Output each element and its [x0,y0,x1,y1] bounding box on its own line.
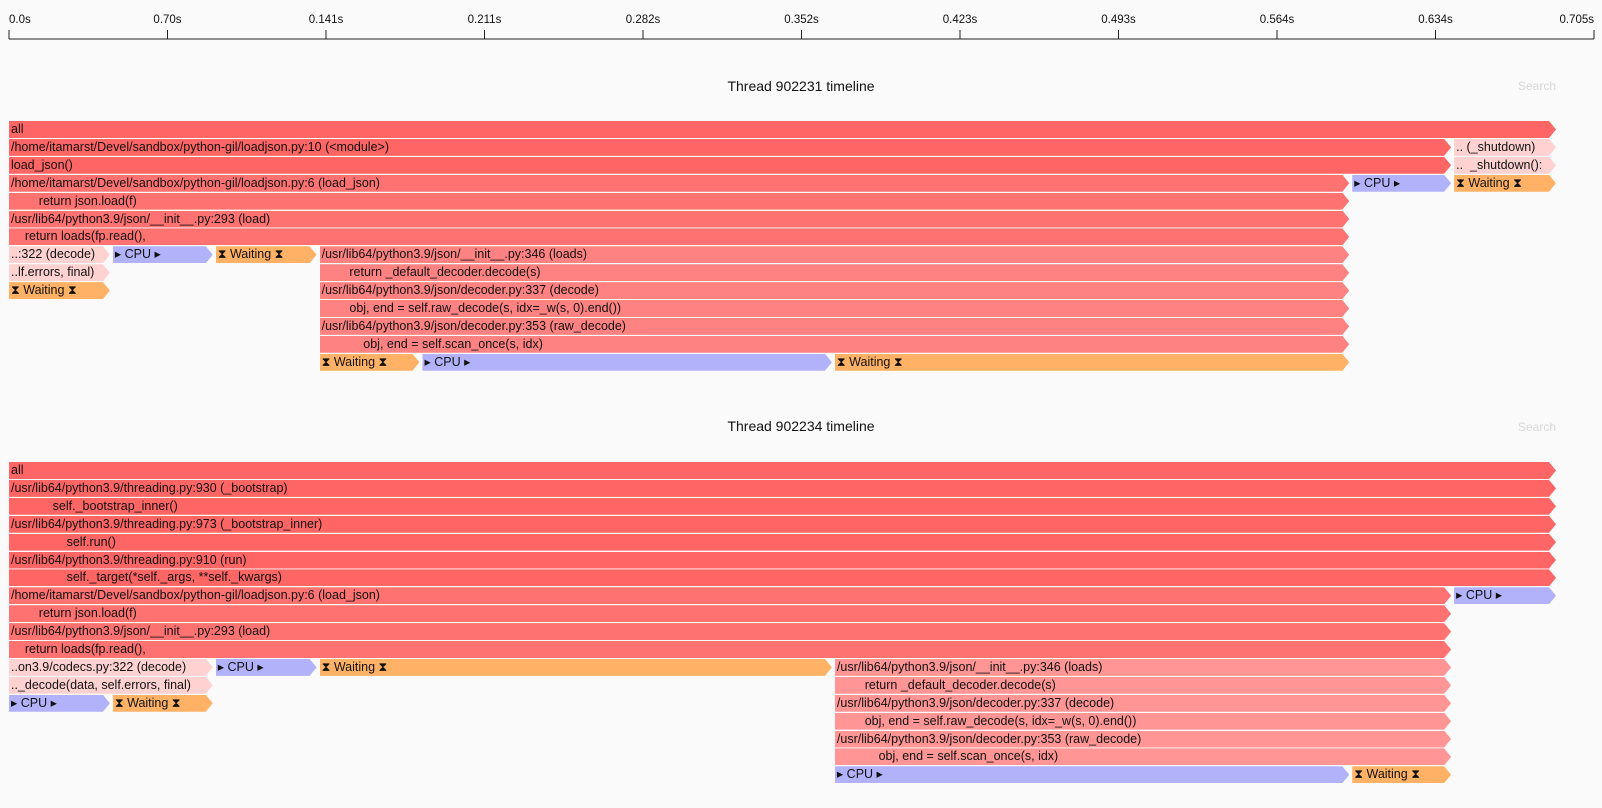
axis-tick-label: 0.423s [943,14,978,26]
flame-frame[interactable]: ▸ CPU ▸ [1352,175,1451,192]
flame-frame[interactable]: ⧗ Waiting ⧗ [216,246,317,263]
flame-frame[interactable]: /home/itamarst/Devel/sandbox/python-gil/… [9,587,1451,604]
flame-frame[interactable]: all [9,462,1556,479]
flame-frame[interactable]: ⧗ Waiting ⧗ [835,354,1349,371]
flame-frame[interactable]: obj, end = self.raw_decode(s, idx=_w(s, … [320,300,1350,317]
axis-tick-label: 0.211s [468,14,502,26]
flame-frame[interactable]: ▸ CPU ▸ [835,766,1349,783]
flame-frame[interactable]: ▸ CPU ▸ [1454,587,1556,604]
flame-frame[interactable]: return json.load(f) [9,605,1451,622]
time-axis-ticks: 0.0s 0.70s 0.141s 0.211s 0.282s 0.352s 0.423s 0… [8,14,1595,39]
flame-frame[interactable]: return _default_decoder.decode(s) [320,264,1350,281]
flame-frame[interactable]: ⧗ Waiting ⧗ [113,695,213,712]
flame-frame[interactable]: /home/itamarst/Devel/sandbox/python-gil/… [9,175,1349,192]
flame-frame[interactable]: return json.load(f) [9,193,1349,210]
flame-frame[interactable]: .. (_shutdown) [1454,139,1556,156]
flame-frame[interactable]: self._target(*self._args, **self._kwargs… [9,569,1556,586]
flame-frame[interactable]: .._decode(data, self.errors, final) [9,677,213,694]
flame-frame[interactable]: ..lf.errors, final) [9,264,110,281]
flame-frame[interactable]: return loads(fp.read(), [9,228,1349,245]
flame-frame[interactable]: load_json() [9,157,1451,174]
time-axis: 0.0s 0.70s 0.141s 0.211s 0.282s 0.352s 0.423s 0… [8,14,1595,40]
flame-frame[interactable]: .. _shutdown(): [1454,157,1556,174]
axis-tick-label: 0.352s [784,14,819,26]
flame-frame[interactable]: ▸ CPU ▸ [9,695,110,712]
axis-tick-label: 0.705s [1559,14,1594,26]
flame-frame[interactable]: return loads(fp.read(), [9,641,1451,658]
axis-tick-label: 0.634s [1418,14,1453,26]
flame-frame[interactable]: /home/itamarst/Devel/sandbox/python-gil/… [9,139,1451,156]
flame-frame[interactable]: /usr/lib64/python3.9/threading.py:910 (r… [9,552,1556,569]
flame-frame[interactable]: /usr/lib64/python3.9/json/decoder.py:353… [835,731,1451,748]
flame-frame[interactable]: obj, end = self.scan_once(s, idx) [835,748,1451,765]
flame-frame[interactable]: /usr/lib64/python3.9/json/__init__.py:34… [320,246,1350,263]
axis-tick-label: 0.70s [153,14,181,26]
flame-frame[interactable]: /usr/lib64/python3.9/json/decoder.py:337… [835,695,1451,712]
panel-title-thread-2: Thread 902234 timeline [727,418,875,434]
panel-title-thread-1: Thread 902231 timeline [727,78,875,94]
flame-frame[interactable]: ▸ CPU ▸ [422,354,831,371]
flame-frame[interactable]: /usr/lib64/python3.9/json/__init__.py:34… [835,659,1451,676]
flame-frame[interactable]: all [9,121,1556,138]
flame-frame[interactable]: /usr/lib64/python3.9/threading.py:930 (_… [9,480,1556,497]
axis-tick-label: 0.282s [626,14,661,26]
axis-tick-label: 0.564s [1260,14,1295,26]
flame-frame[interactable]: obj, end = self.scan_once(s, idx) [320,336,1350,353]
flame-frame[interactable]: self.run() [9,534,1556,551]
flame-frame[interactable]: ..:322 (decode) [9,246,110,263]
flame-frame[interactable]: ⧗ Waiting ⧗ [9,282,110,299]
flame-frame[interactable]: /usr/lib64/python3.9/threading.py:973 (_… [9,516,1556,533]
flame-frame[interactable]: ⧗ Waiting ⧗ [1352,766,1451,783]
axis-tick-label: 0.493s [1101,14,1136,26]
flame-frame[interactable]: /usr/lib64/python3.9/json/__init__.py:29… [9,623,1451,640]
flame-frame[interactable]: ⧗ Waiting ⧗ [320,354,420,371]
flame-frame[interactable]: ..on3.9/codecs.py:322 (decode) [9,659,213,676]
flame-frame[interactable]: /usr/lib64/python3.9/json/decoder.py:337… [320,282,1350,299]
flame-frame[interactable]: /usr/lib64/python3.9/json/decoder.py:353… [320,318,1350,335]
flame-frame[interactable]: /usr/lib64/python3.9/json/__init__.py:29… [9,211,1349,228]
search-button-thread-1[interactable]: Search [1517,79,1556,93]
flame-frame[interactable]: ▸ CPU ▸ [216,659,317,676]
flame-frame[interactable]: ▸ CPU ▸ [113,246,213,263]
flame-frame[interactable]: ⧗ Waiting ⧗ [320,659,832,676]
flame-frame[interactable]: ⧗ Waiting ⧗ [1454,175,1556,192]
flame-frame[interactable]: obj, end = self.raw_decode(s, idx=_w(s, … [835,713,1451,730]
axis-tick-label: 0.0s [9,14,31,26]
search-button-thread-2[interactable]: Search [1517,420,1556,434]
axis-tick-label: 0.141s [309,14,344,26]
flame-frame[interactable]: self._bootstrap_inner() [9,498,1556,515]
flame-frame[interactable]: return _default_decoder.decode(s) [835,677,1451,694]
